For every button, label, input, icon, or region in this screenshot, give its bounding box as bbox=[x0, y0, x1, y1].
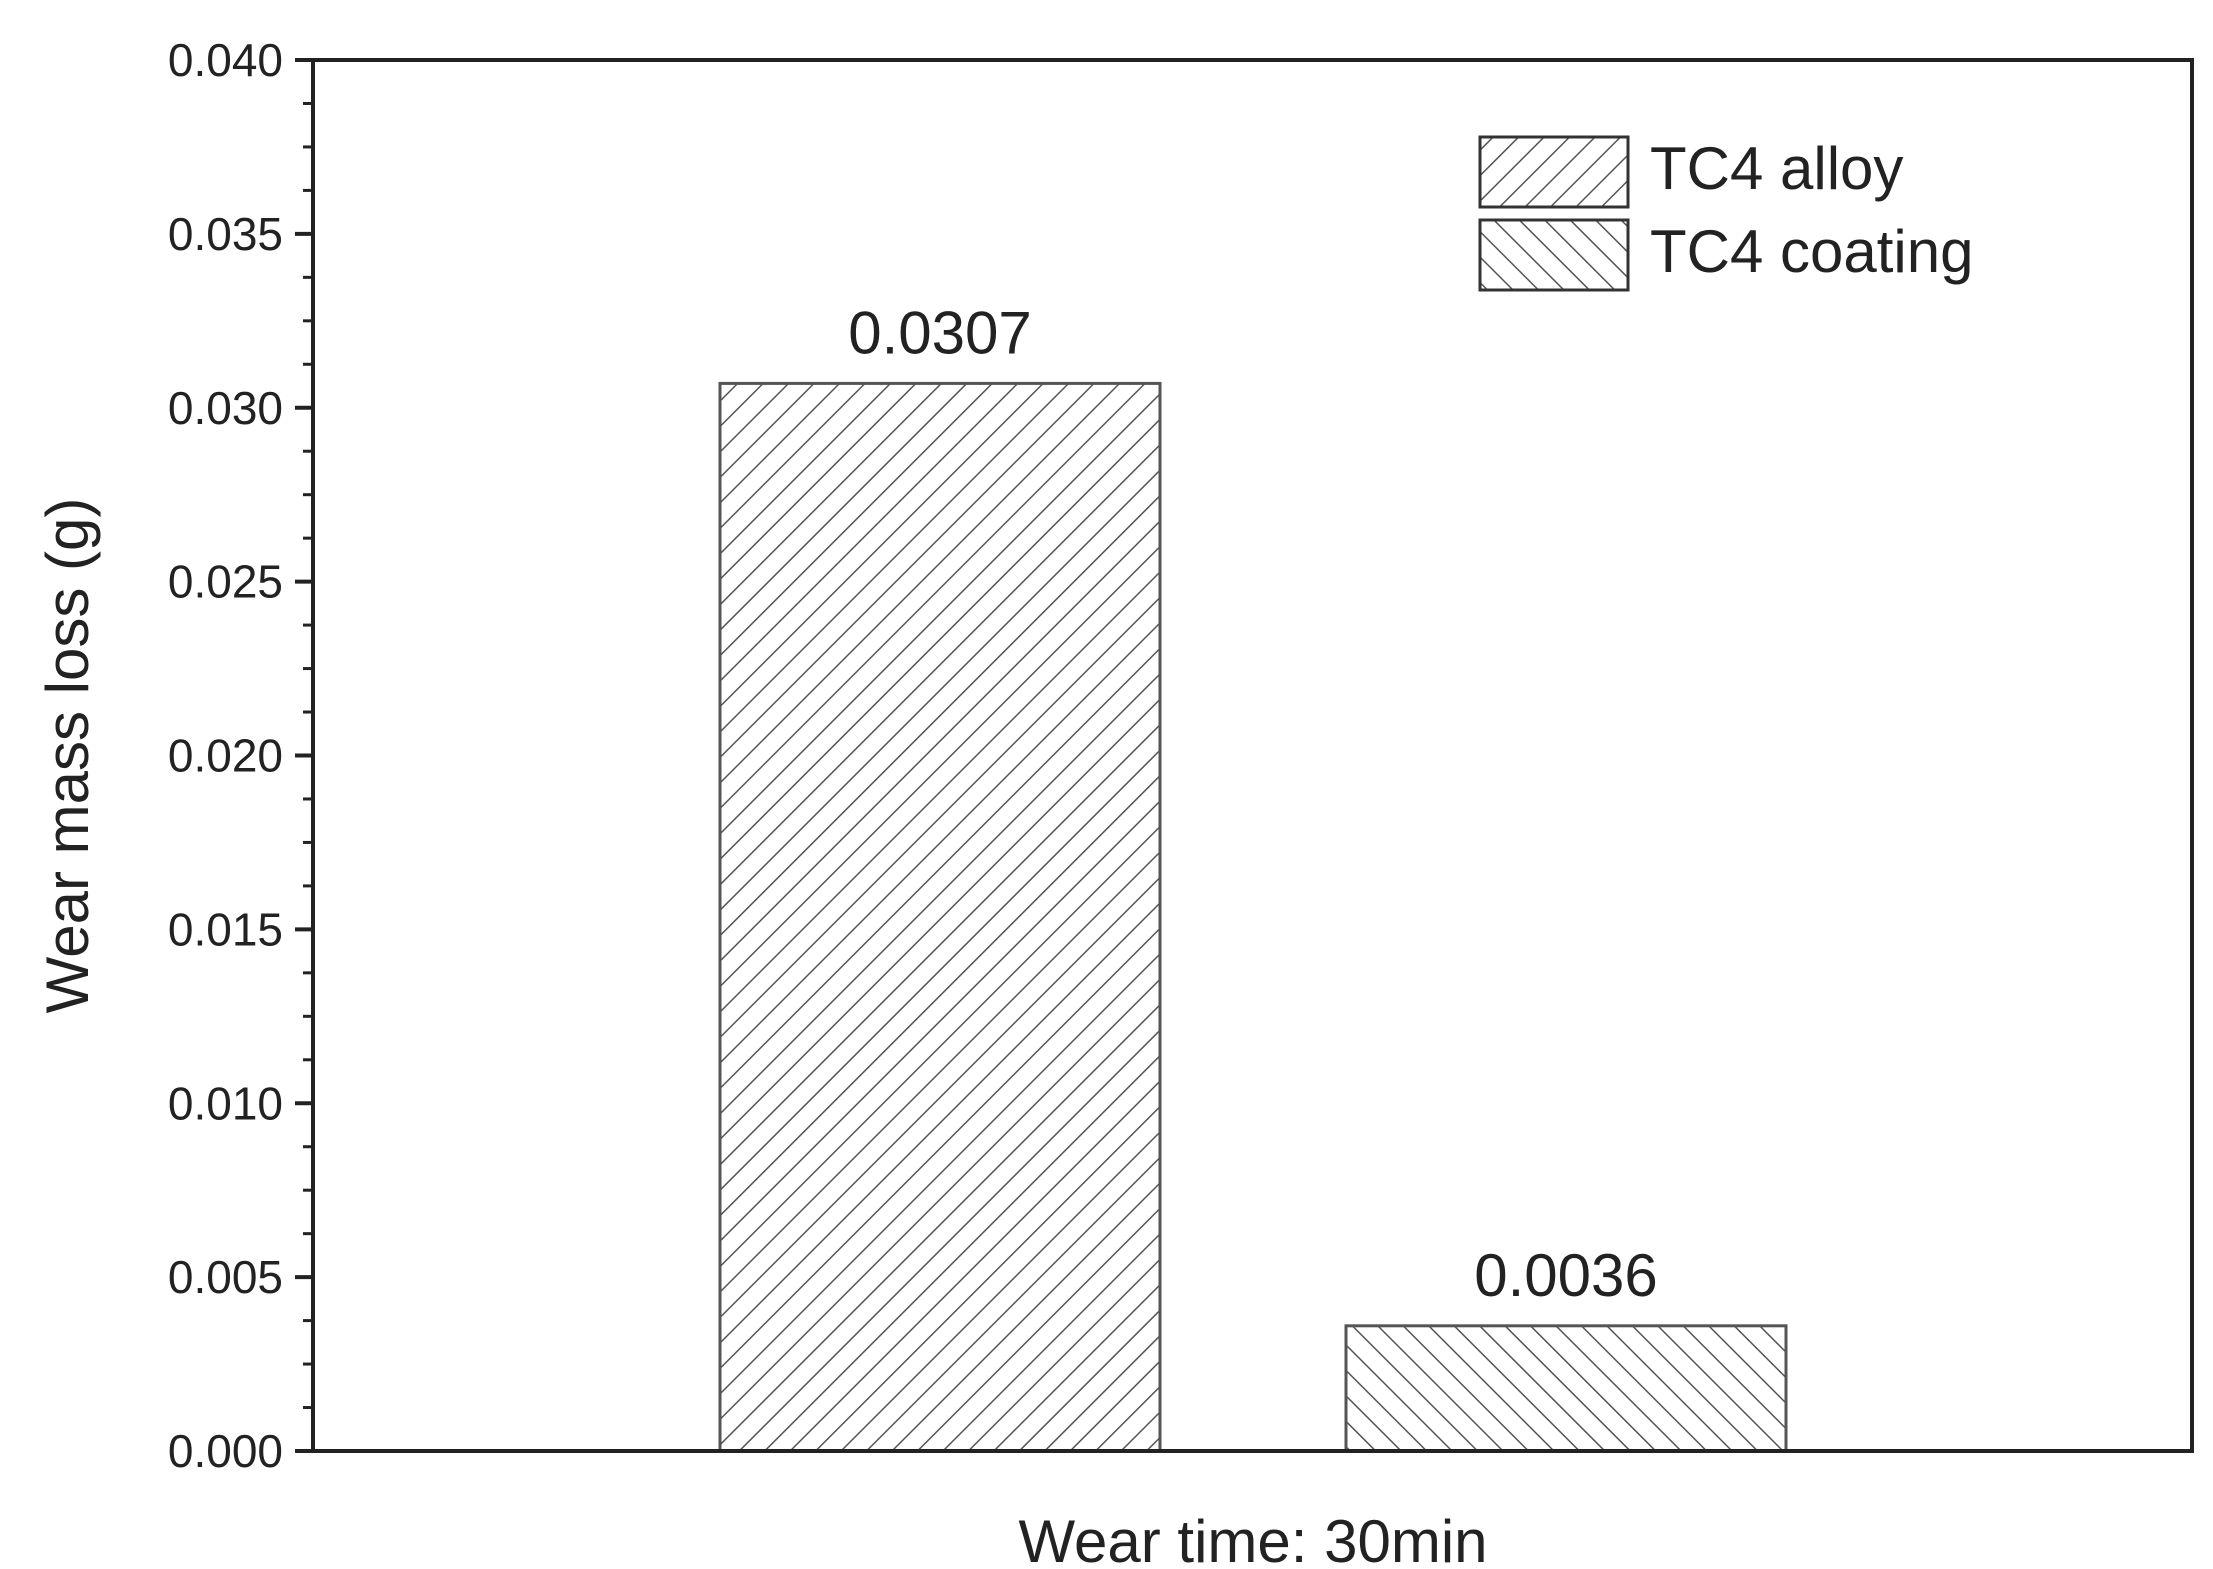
y-tick-label: 0.030 bbox=[168, 382, 283, 434]
legend-swatch-tc4-alloy bbox=[1478, 135, 1630, 209]
bar-tc4-coating bbox=[1344, 1324, 1788, 1453]
y-tick-label: 0.035 bbox=[168, 208, 283, 260]
y-tick-label: 0.020 bbox=[168, 730, 283, 782]
y-axis-ticks: 0.000 0.005 0.010 0.015 0.020 0.025 0.030 0.035… bbox=[168, 34, 313, 1477]
y-tick-label: 0.005 bbox=[168, 1251, 283, 1303]
bars-layer: 0.0307 0.0036 bbox=[718, 299, 1788, 1453]
y-tick-label: 0.015 bbox=[168, 903, 283, 955]
legend-label-tc4-coating: TC4 coating bbox=[1650, 218, 1974, 285]
y-tick-label: 0.025 bbox=[168, 556, 283, 608]
legend-label-tc4-alloy: TC4 alloy bbox=[1650, 135, 1903, 202]
legend: TC4 alloy TC4 coating bbox=[1478, 135, 1974, 292]
bar-tc4-alloy bbox=[718, 381, 1162, 1453]
data-label-tc4-coating: 0.0036 bbox=[1474, 1242, 1658, 1309]
y-tick-label: 0.040 bbox=[168, 34, 283, 86]
x-axis-label: Wear time: 30min bbox=[1018, 1508, 1487, 1569]
data-label-tc4-alloy: 0.0307 bbox=[848, 299, 1032, 366]
legend-swatch-tc4-coating bbox=[1478, 218, 1630, 292]
y-tick-label: 0.010 bbox=[168, 1077, 283, 1129]
y-tick-label: 0.000 bbox=[168, 1425, 283, 1477]
plot-frame bbox=[311, 58, 2194, 1453]
y-axis-label: Wear mass loss (g) bbox=[34, 498, 101, 1014]
